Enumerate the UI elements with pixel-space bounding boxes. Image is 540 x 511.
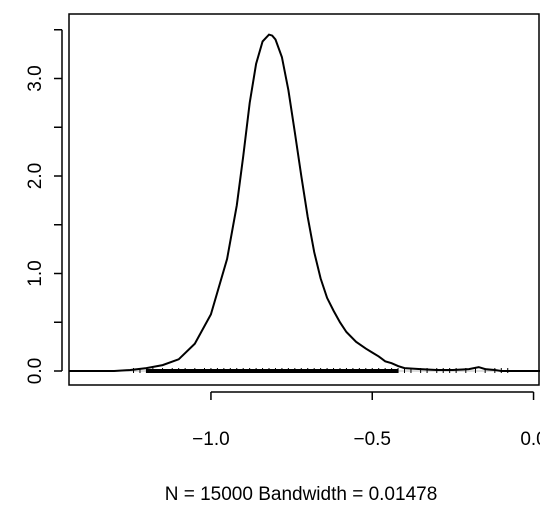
rug-dense-band — [146, 369, 399, 373]
y-tick-label: 3.0 — [25, 65, 46, 91]
y-tick-label: 0.0 — [25, 358, 46, 384]
rug-ticks — [133, 368, 509, 373]
y-axis: 0.0 1.0 2.0 3.0 — [25, 29, 63, 384]
plot-frame — [68, 13, 540, 386]
x-tick-label: −1.0 — [192, 429, 230, 450]
y-tick-label: 2.0 — [25, 163, 46, 189]
density-curve — [69, 33, 540, 372]
x-tick-label: −0.5 — [353, 429, 391, 450]
x-tick-label: 0.0 — [520, 429, 540, 450]
x-axis-label: N = 15000 Bandwidth = 0.01478 — [165, 484, 438, 505]
y-tick-label: 1.0 — [25, 260, 46, 286]
x-axis: −1.0 −0.5 0.0 — [192, 391, 540, 450]
